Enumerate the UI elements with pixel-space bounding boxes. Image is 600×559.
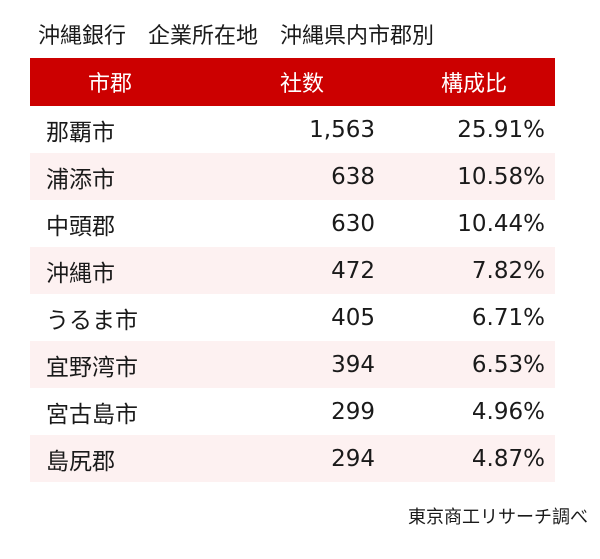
table-title: 沖縄銀行 企業所在地 沖縄県内市郡別: [38, 24, 435, 49]
data-table: 市郡 社数 構成比 那覇市 1,563 25.91% 浦添市 638 10.58% 中頭郡 6…: [30, 58, 555, 482]
cell-count: 1,563: [309, 116, 375, 143]
table-row: 宜野湾市 394 6.53%: [30, 341, 555, 388]
cell-city: 宮古島市: [46, 401, 138, 428]
cell-count: 299: [331, 398, 375, 425]
cell-city: 中頭郡: [46, 213, 115, 240]
cell-city: 沖縄市: [46, 260, 115, 287]
header-city: 市郡: [88, 72, 133, 97]
cell-share: 6.71%: [471, 304, 545, 331]
table-row: 那覇市 1,563 25.91%: [30, 106, 555, 153]
cell-count: 294: [331, 445, 375, 472]
header-share: 構成比: [441, 72, 508, 97]
cell-count: 394: [331, 351, 375, 378]
cell-city: 宜野湾市: [46, 354, 138, 381]
table-row: 沖縄市 472 7.82%: [30, 247, 555, 294]
cell-share: 4.96%: [471, 398, 545, 425]
cell-city: 那覇市: [46, 119, 115, 146]
cell-share: 7.82%: [471, 257, 545, 284]
cell-count: 630: [331, 210, 375, 237]
cell-share: 10.44%: [457, 210, 545, 237]
table-row: 浦添市 638 10.58%: [30, 153, 555, 200]
cell-count: 472: [331, 257, 375, 284]
source-note: 東京商工リサーチ調べ: [408, 507, 588, 528]
cell-share: 25.91%: [457, 116, 545, 143]
table-row: 島尻郡 294 4.87%: [30, 435, 555, 482]
cell-count: 638: [331, 163, 375, 190]
cell-city: 浦添市: [46, 166, 115, 193]
table-row: 宮古島市 299 4.96%: [30, 388, 555, 435]
table-row: うるま市 405 6.71%: [30, 294, 555, 341]
table-row: 中頭郡 630 10.44%: [30, 200, 555, 247]
cell-share: 6.53%: [471, 351, 545, 378]
table-header: 市郡 社数 構成比: [30, 58, 555, 106]
header-count: 社数: [280, 72, 325, 97]
cell-share: 10.58%: [457, 163, 545, 190]
cell-count: 405: [331, 304, 375, 331]
cell-city: うるま市: [46, 307, 138, 334]
cell-share: 4.87%: [471, 445, 545, 472]
cell-city: 島尻郡: [46, 448, 115, 475]
